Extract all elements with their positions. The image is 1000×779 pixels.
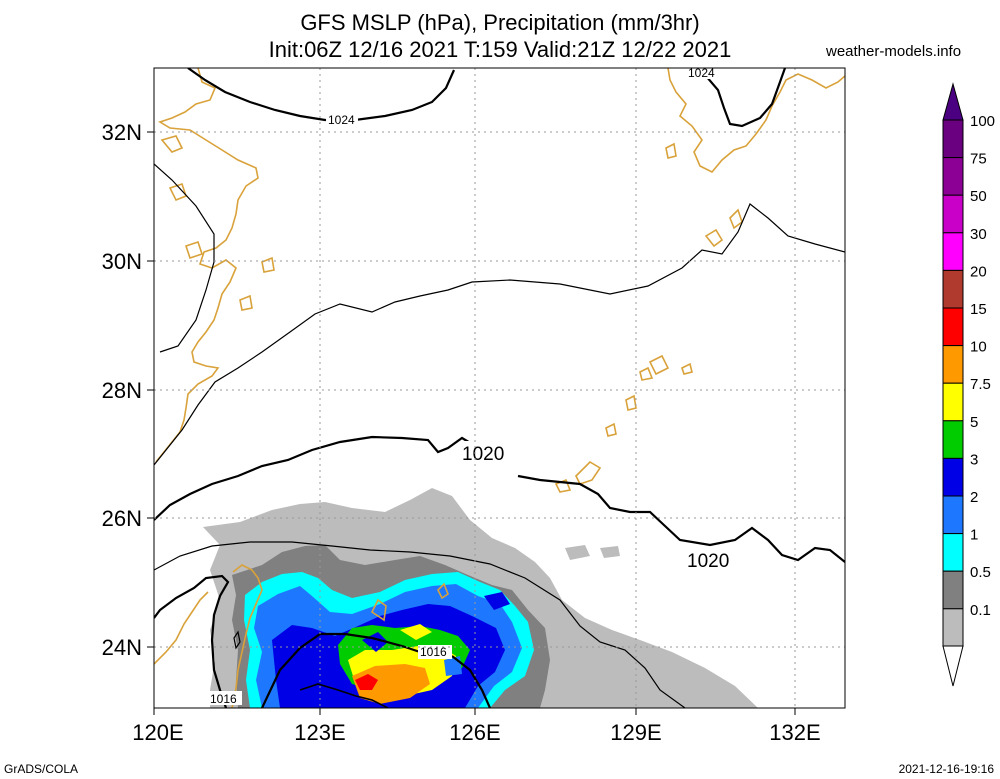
coastlines (154, 68, 845, 708)
isobar-taiwan-tiny (233, 630, 241, 650)
legend-label: 75 (970, 151, 987, 168)
isobar-1024-north (187, 68, 456, 122)
map-title-line2: Init:06Z 12/16 2021 T:159 Valid:21Z 12/2… (268, 37, 732, 62)
precip-0.1-patch (565, 545, 590, 560)
lat-label: 30N (102, 249, 142, 274)
isobar-1024-northeast (691, 68, 787, 128)
axis-ticks (147, 131, 796, 715)
legend-color-box (942, 269, 964, 309)
lat-label: 28N (102, 378, 142, 403)
isobar-1016 (154, 574, 492, 708)
isobar-label-1024: 1024 (688, 66, 715, 80)
precip-7.5-patch (400, 624, 432, 640)
legend-label: 50 (970, 188, 987, 205)
software-credit: GrADS/COLA (4, 762, 79, 776)
legend-color-box (942, 194, 964, 234)
lon-label: 132E (769, 720, 820, 745)
lat-label: 32N (102, 120, 142, 145)
legend-color-box (942, 608, 964, 647)
legend-color-box (942, 157, 964, 196)
isobar-1022-west (154, 163, 215, 353)
legend-top-arrow (942, 82, 964, 121)
longitude-labels: 120E 123E 126E 129E 132E (132, 720, 820, 745)
legend-color-box (942, 232, 964, 271)
map-title-line1: GFS MSLP (hPa), Precipitation (mm/3hr) (300, 10, 700, 35)
site-credit: weather-models.info (826, 43, 962, 60)
china-coastline (155, 68, 259, 463)
precipitation-field (203, 488, 758, 708)
legend-color-box (942, 570, 964, 610)
legend-color-box (942, 119, 964, 159)
precip-15-region (355, 674, 378, 690)
isobar-label-1024: 1024 (328, 113, 355, 127)
legend-color-box (942, 345, 964, 384)
isobar-1020 (154, 435, 845, 563)
lon-label: 120E (132, 720, 183, 745)
precip-10-region (352, 664, 430, 704)
lat-label: 26N (102, 506, 142, 531)
ryukyu-islands (554, 142, 743, 493)
isobars (154, 68, 845, 708)
isobar-1016-small-loop (299, 683, 389, 708)
lon-label: 129E (610, 720, 661, 745)
legend-label: 7.5 (970, 376, 991, 393)
precip-legend: 100 75 50 30 20 15 10 7.5 5 3 2 1 0.5 0.1 (942, 82, 995, 687)
china-coast-islands (160, 135, 275, 311)
legend-label: 1 (970, 527, 978, 544)
legend-color-box (942, 307, 964, 347)
generation-timestamp: 2021-12-16-19:16 (898, 762, 994, 776)
legend-label: 3 (970, 451, 978, 468)
legend-label: 15 (970, 301, 987, 318)
legend-label: 0.5 (970, 564, 991, 581)
legend-label: 0.1 (970, 602, 991, 619)
legend-color-box (942, 382, 964, 422)
legend-label: 10 (970, 339, 987, 356)
legend-color-box (942, 457, 964, 497)
legend-label: 2 (970, 489, 978, 506)
lon-label: 123E (294, 720, 345, 745)
kyushu-coastline (667, 68, 845, 173)
taiwan-coastline (154, 564, 263, 708)
legend-label: 20 (970, 263, 987, 280)
legend-label: 30 (970, 226, 987, 243)
lat-label: 24N (102, 635, 142, 660)
isobar-label-1020: 1020 (462, 444, 504, 465)
isobar-label-1020: 1020 (687, 551, 729, 572)
legend-bottom-arrow (942, 645, 964, 687)
lon-label: 126E (449, 720, 500, 745)
legend-label: 5 (970, 414, 978, 431)
legend-color-box (942, 495, 964, 535)
isobar-1022-central (154, 203, 845, 466)
precip-3-patch (484, 592, 510, 610)
map-frame (153, 67, 846, 709)
isobar-label-1016: 1016 (420, 645, 447, 659)
isobar-labels: 1024 1024 1020 1020 1016 1016 (208, 66, 734, 706)
precip-0.1-patch (600, 546, 620, 558)
isobar-label-1016: 1016 (210, 692, 237, 706)
okinawa-patch-near-rain (370, 582, 449, 622)
legend-label: 100 (970, 113, 995, 130)
legend-color-box (942, 533, 964, 572)
isobar-1018 (154, 541, 686, 708)
legend-color-box (942, 420, 964, 459)
latitude-labels: 32N 30N 28N 26N 24N (102, 120, 142, 660)
